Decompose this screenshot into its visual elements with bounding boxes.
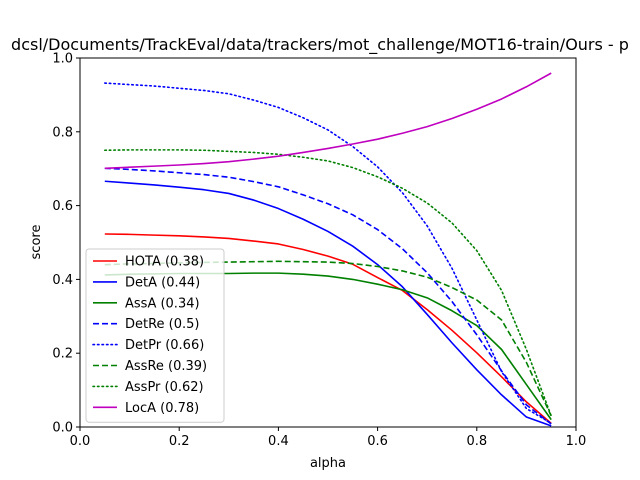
y-tick-label: 0.4: [52, 273, 73, 288]
x-tick-label: 0.4: [268, 434, 289, 449]
legend-box: [85, 248, 225, 423]
series-line-3: [104, 167, 552, 425]
series-line-0: [104, 233, 552, 424]
series-line-1: [104, 180, 552, 427]
x-tick-label: 1.0: [566, 434, 587, 449]
y-tick-label: 0.8: [52, 125, 73, 140]
legend-label: LocA (0.78): [125, 401, 199, 416]
legend-label: HOTA (0.38): [125, 255, 204, 270]
legend-label: AssPr (0.62): [125, 380, 204, 395]
x-tick-label: 0.0: [70, 434, 91, 449]
legend: HOTA (0.38) DetA (0.44) AssA (0.34) DetRe (…: [85, 248, 225, 423]
y-tick-label: 0.2: [52, 347, 73, 362]
series-line-6: [104, 149, 553, 417]
y-tick-label: 0.6: [52, 199, 73, 214]
legend-label: DetPr (0.66): [125, 338, 204, 353]
y-tick-label: 0.0: [52, 421, 73, 436]
x-tick-label: 0.8: [466, 434, 487, 449]
chart-title: dcsl/Documents/TrackEval/data/trackers/m…: [11, 35, 629, 55]
x-tick-label: 0.6: [367, 434, 388, 449]
x-axis-label: alpha: [310, 456, 346, 471]
y-axis-label: score: [29, 225, 44, 260]
y-tick-label: 1.0: [52, 52, 73, 67]
legend-label: AssA (0.34): [125, 296, 200, 311]
series-line-4: [104, 82, 553, 425]
legend-label: AssRe (0.39): [125, 359, 207, 374]
series-line-7: [104, 72, 552, 170]
legend-label: DetRe (0.5): [125, 317, 200, 332]
plot-frame: [79, 57, 577, 428]
ticks-layer: 0.0 0.2 0.4 0.6 0.8 1.0 0.0 0.2 0.4 0.6 0.8 1.0: [52, 52, 586, 450]
legend-label: DetA (0.44): [125, 275, 200, 290]
x-tick-label: 0.2: [169, 434, 190, 449]
